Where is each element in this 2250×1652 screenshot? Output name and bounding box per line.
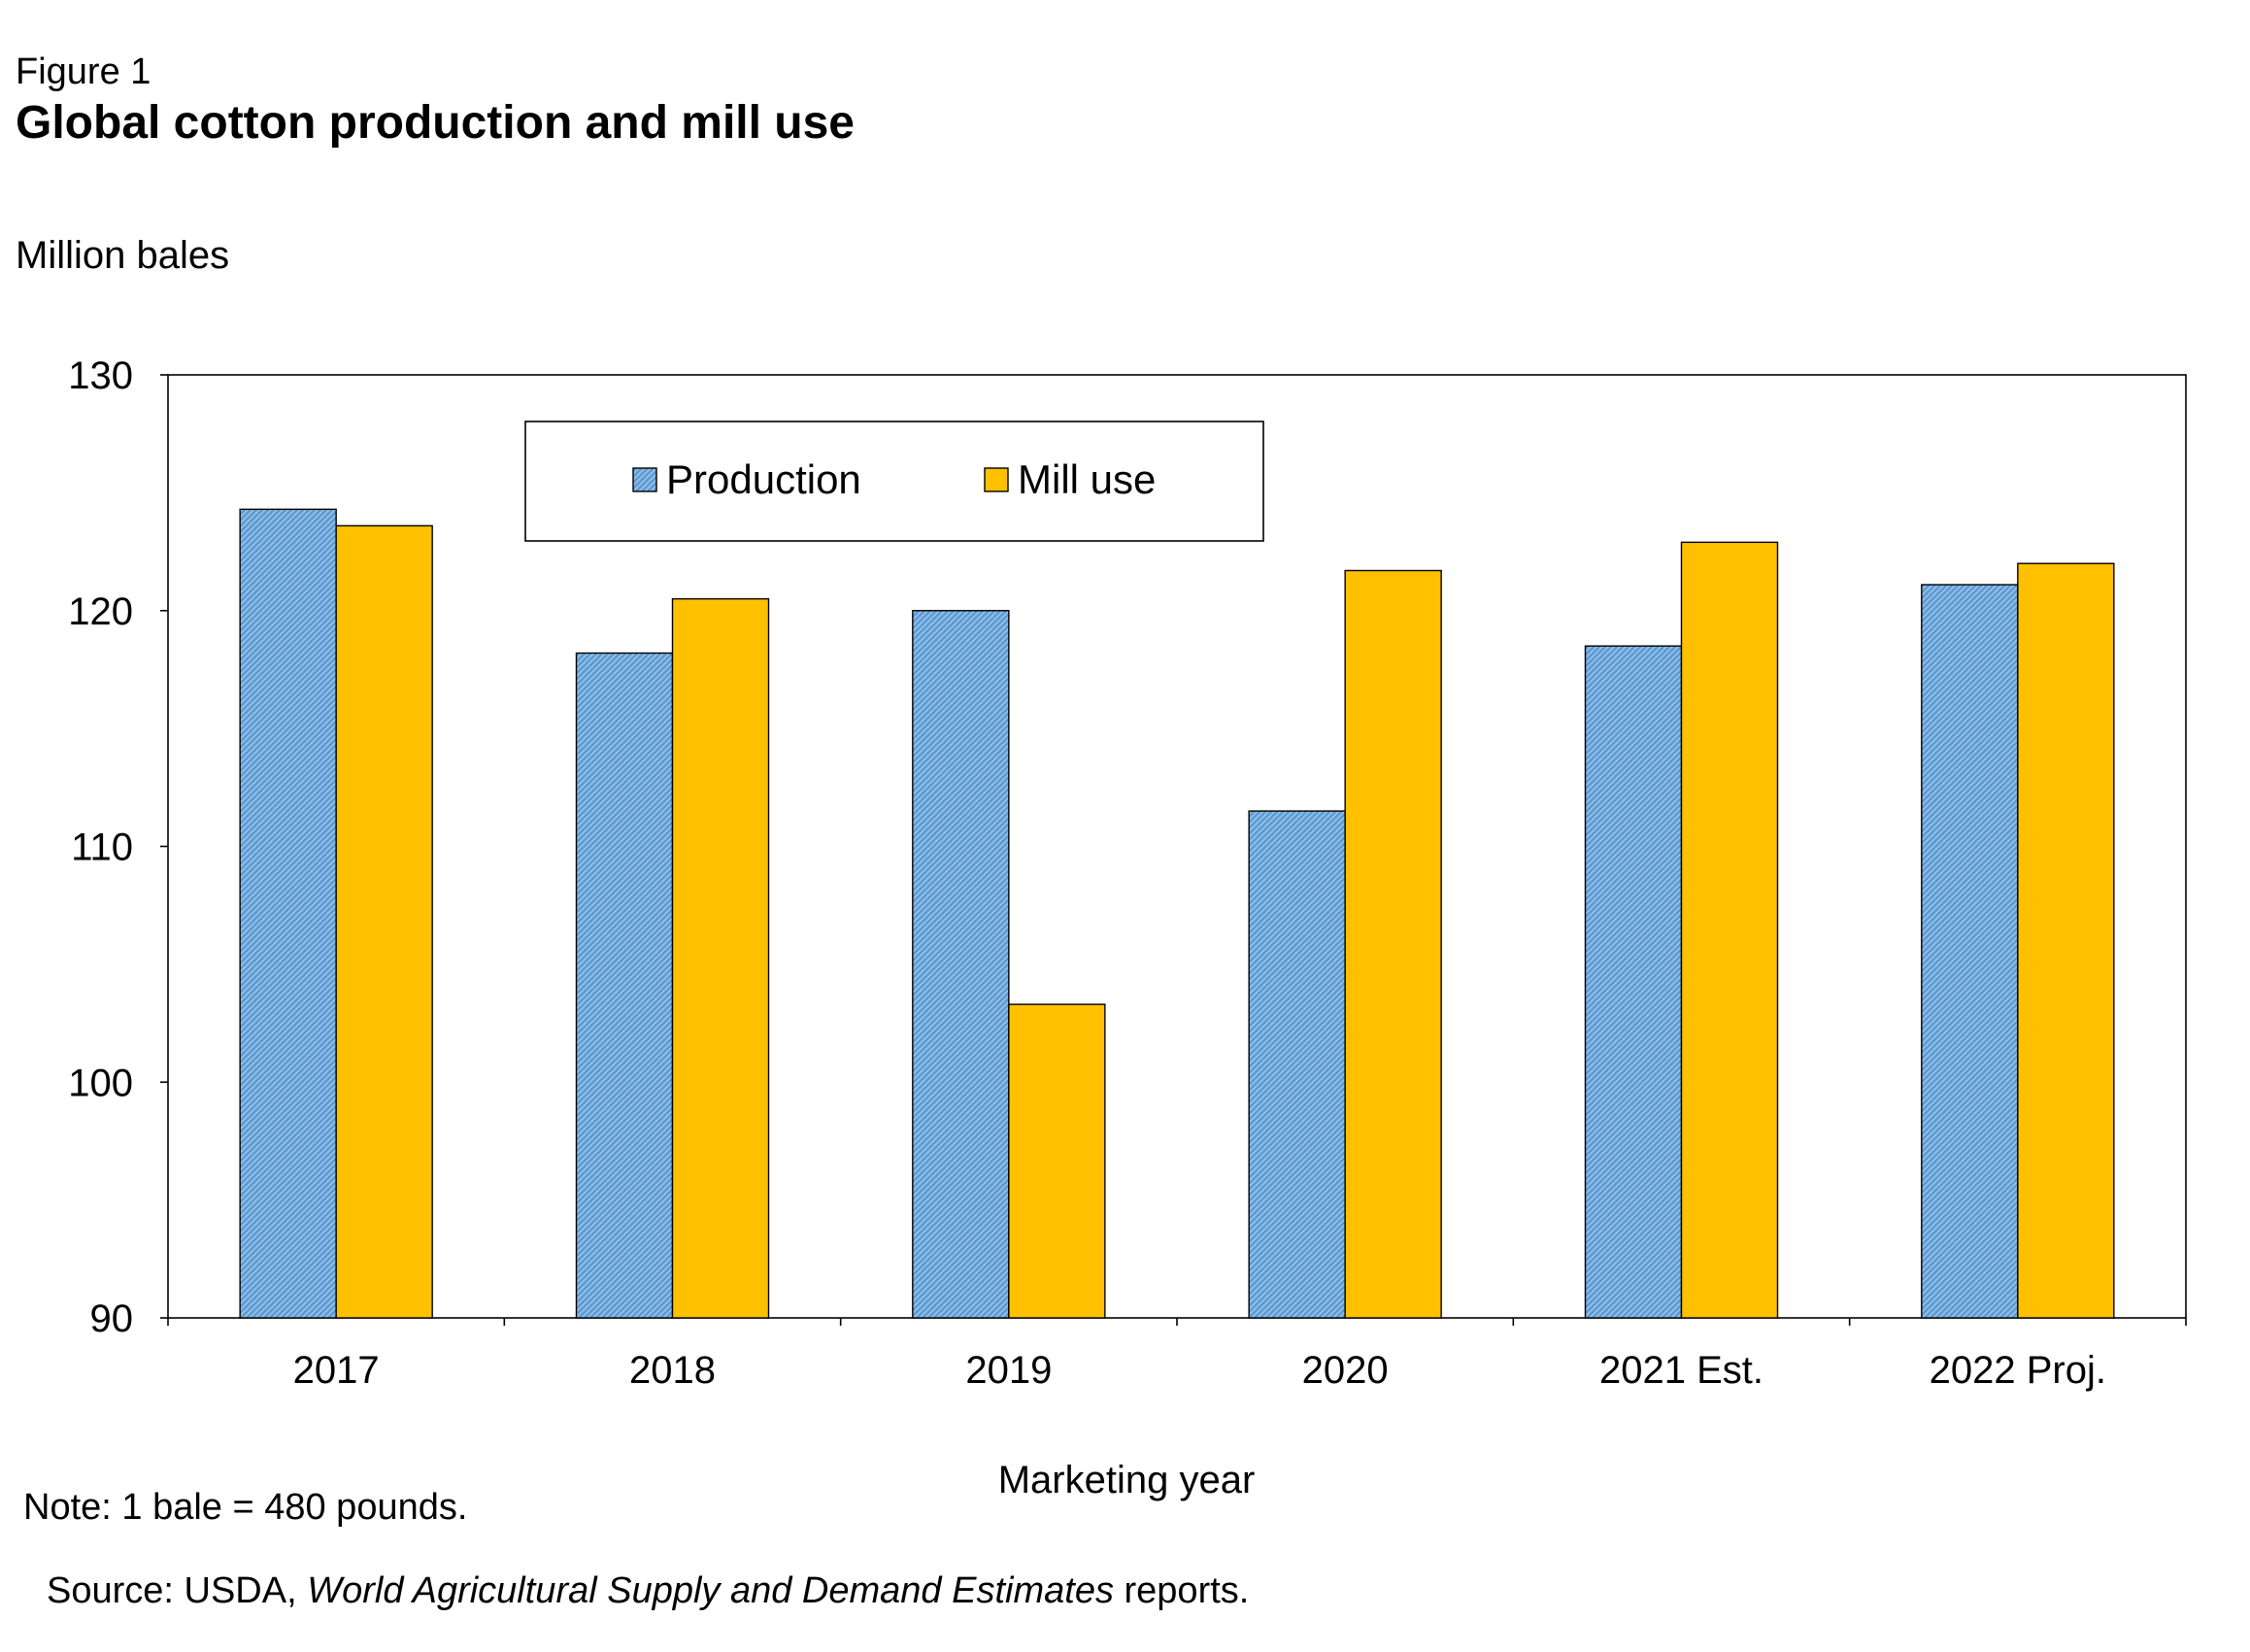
axes-group: 90 100 110 120 130 2017 2018 2019 2020 2021 Est. 2… xyxy=(68,354,2187,1392)
production-bar-2019 xyxy=(912,610,1010,1319)
mill-use-bar-2020 xyxy=(1344,569,1442,1319)
y-tick-label: 130 xyxy=(68,354,133,397)
mill-use-bar-2021-est xyxy=(1680,541,1779,1319)
x-tick-label: 2020 xyxy=(1302,1349,1389,1392)
mill-use-bar-2019 xyxy=(1008,1003,1106,1319)
mill-use-bar-2018 xyxy=(671,597,770,1319)
production-bar-2020 xyxy=(1248,810,1346,1319)
legend-label-mill-use: Mill use xyxy=(1018,456,1156,502)
production-bar-2022-proj xyxy=(1921,584,2019,1319)
legend-swatch-mill-use xyxy=(984,467,1009,492)
production-bar-2017 xyxy=(239,508,337,1319)
source-note: Source: USDA, World Agricultural Supply … xyxy=(47,1569,1249,1612)
y-tick-label: 110 xyxy=(71,826,133,869)
x-tick-label: 2022 Proj. xyxy=(1930,1349,2106,1392)
y-axis-title: Million bales xyxy=(16,234,230,277)
legend-label-production: Production xyxy=(666,456,861,502)
legend-swatch-production xyxy=(632,467,657,492)
x-tick-label: 2018 xyxy=(629,1349,716,1392)
legend: Production Mill use xyxy=(524,421,1264,542)
x-tick-label: 2019 xyxy=(965,1349,1052,1392)
x-tick-label: 2017 xyxy=(293,1349,380,1392)
y-tick-label: 90 xyxy=(90,1298,134,1340)
x-axis-title: Marketing year xyxy=(998,1459,1256,1501)
production-bar-2021-est xyxy=(1584,645,1683,1319)
production-bar-2018 xyxy=(575,652,674,1319)
figure-label: Figure 1 xyxy=(16,51,151,92)
source-publication: World Agricultural Supply and Demand Est… xyxy=(307,1570,1114,1611)
y-tick-label: 120 xyxy=(68,590,133,633)
x-tick-label: 2021 Est. xyxy=(1599,1349,1763,1392)
mill-use-bar-2017 xyxy=(335,524,433,1319)
source-suffix: reports. xyxy=(1113,1570,1250,1611)
chart-title: Global cotton production and mill use xyxy=(16,97,855,149)
y-tick-label: 100 xyxy=(68,1062,133,1104)
bars-group xyxy=(239,508,2115,1319)
mill-use-bar-2022-proj xyxy=(2017,562,2115,1319)
footnote: Note: 1 bale = 480 pounds. xyxy=(23,1487,468,1528)
source-prefix: Source: USDA, xyxy=(47,1570,308,1611)
